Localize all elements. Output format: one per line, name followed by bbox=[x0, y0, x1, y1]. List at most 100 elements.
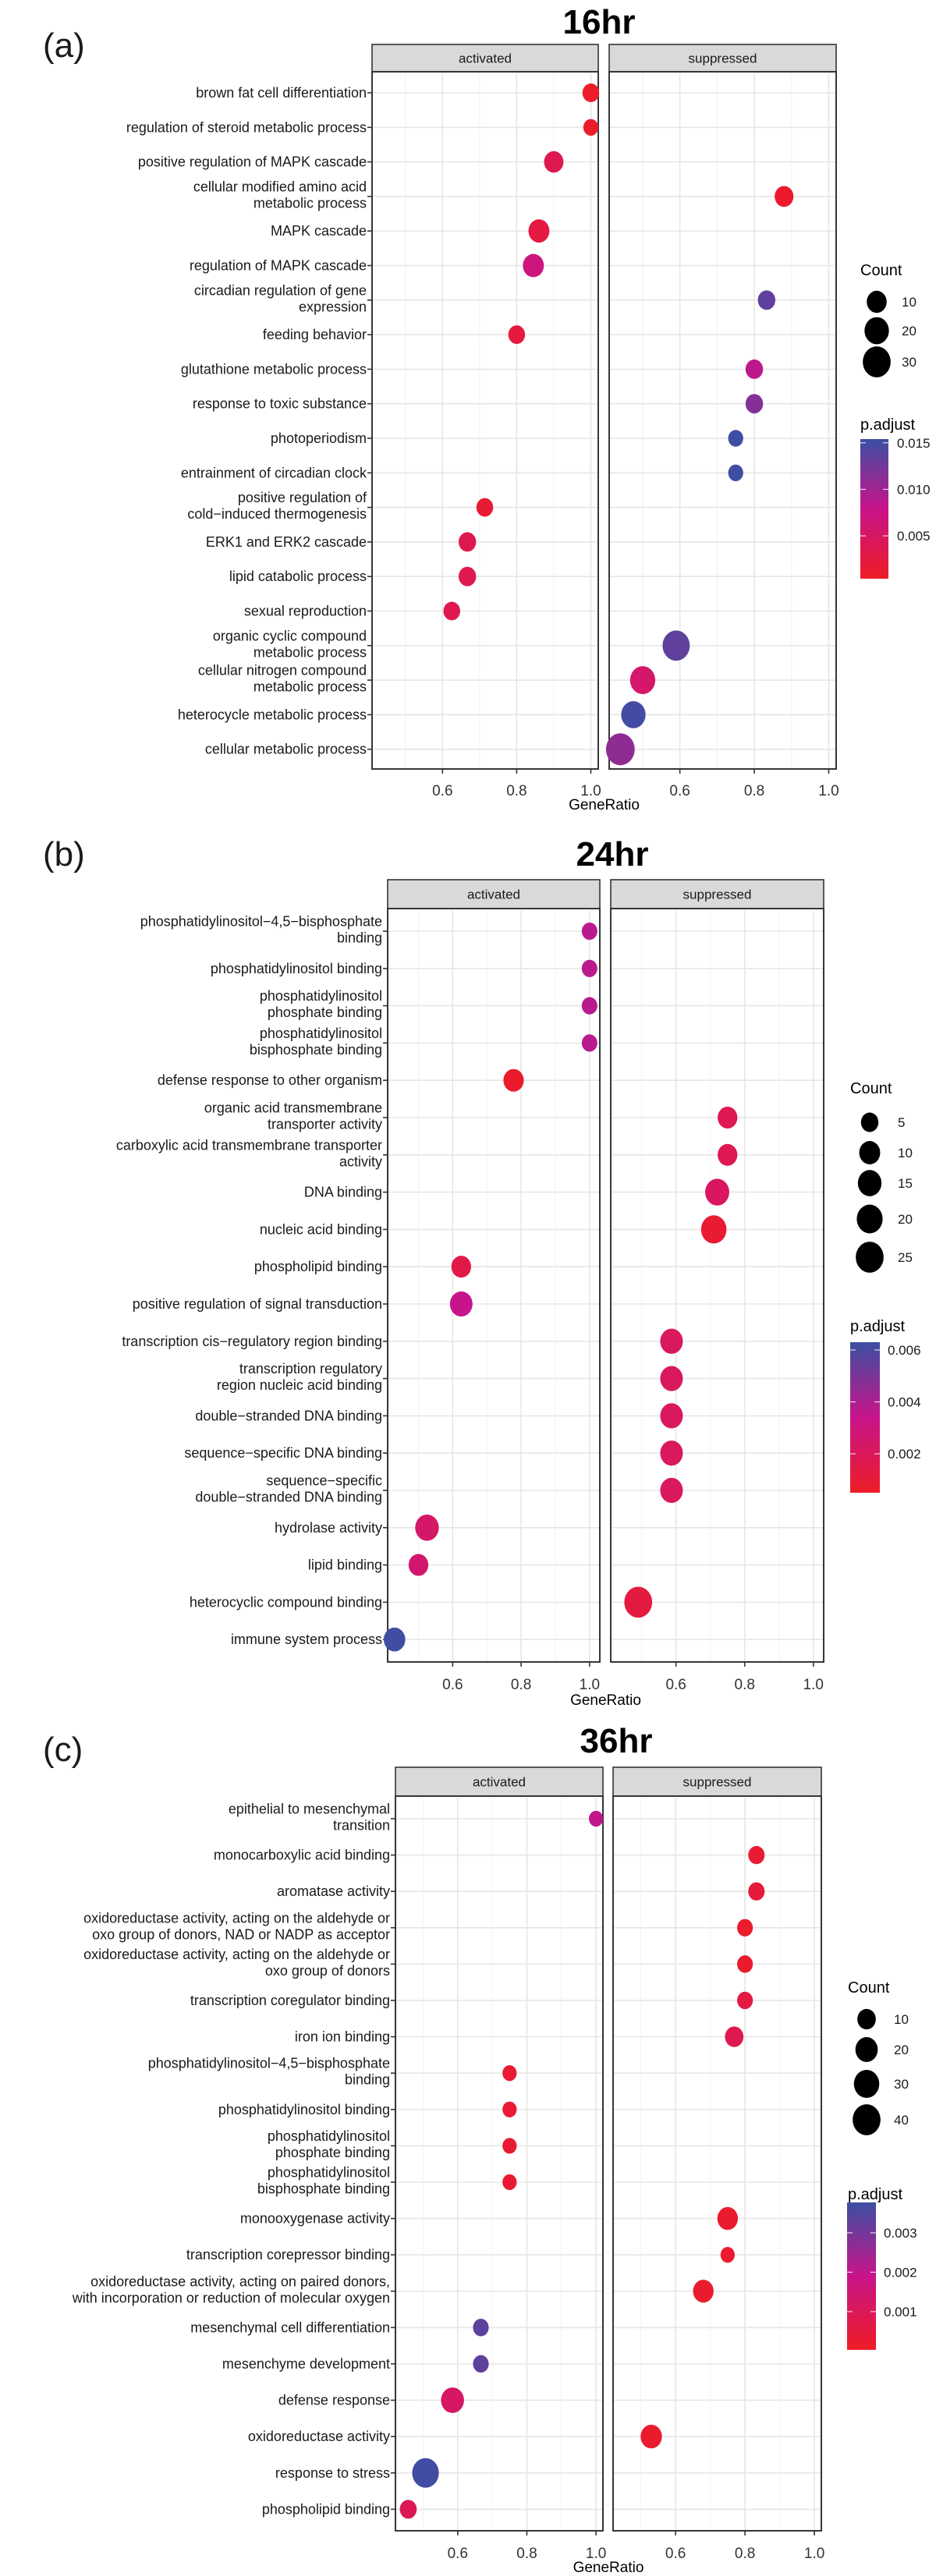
data-point bbox=[412, 2457, 439, 2488]
y-tick-label-line: transcription cis−regulatory region bind… bbox=[122, 1334, 382, 1349]
y-tick-label: positive regulation of cold−induced therm… bbox=[187, 490, 367, 522]
size-legend-label: 5 bbox=[898, 1115, 905, 1130]
panel-title: 16hr bbox=[563, 3, 636, 41]
facet-panel-border bbox=[610, 908, 824, 1663]
data-point bbox=[508, 325, 526, 345]
y-tick-label: feeding behavior bbox=[263, 327, 367, 342]
color-legend-title: p.adjust bbox=[850, 1318, 905, 1335]
color-legend-label: 0.010 bbox=[897, 482, 931, 497]
y-tick-label: double−stranded DNA binding bbox=[195, 1408, 382, 1423]
y-tick-label-line: phosphatidylinositol bbox=[268, 2128, 390, 2144]
y-tick-label-line: sequence−specific bbox=[266, 1473, 382, 1489]
data-point bbox=[660, 1477, 683, 1504]
data-point bbox=[693, 2280, 714, 2303]
y-tick-label-line: brown fat cell differentiation bbox=[196, 85, 367, 101]
y-tick-label-line: phospholipid binding bbox=[254, 1259, 382, 1274]
y-tick-label-line: sequence−specific DNA binding bbox=[184, 1445, 382, 1461]
y-tick-label-line: binding bbox=[337, 930, 382, 946]
panel-24hr: (b) 24hr activated 0.6 0.8 1.0 suppressed 0.6 0.… bbox=[43, 835, 921, 1709]
y-tick-label: transcription regulatory region nucleic a… bbox=[217, 1361, 382, 1393]
data-point bbox=[660, 1328, 683, 1354]
y-tick-label-line: sexual reproduction bbox=[244, 604, 367, 619]
y-tick-label-line: mesenchymal cell differentiation bbox=[190, 2319, 390, 2335]
y-tick-label-line: with incorporation or reduction of molec… bbox=[72, 2290, 390, 2305]
color-legend-title: p.adjust bbox=[860, 416, 915, 434]
x-tick-label: 0.8 bbox=[735, 1677, 755, 1693]
data-point bbox=[502, 2065, 517, 2082]
data-point bbox=[660, 1440, 683, 1466]
data-point bbox=[476, 498, 494, 517]
y-tick-label-line: expression bbox=[299, 299, 367, 314]
facet-panel-activated bbox=[395, 1795, 604, 2532]
y-tick-label: transcription cis−regulatory region bind… bbox=[122, 1334, 382, 1349]
color-legend-bar bbox=[847, 2202, 876, 2350]
y-tick-label: monooxygenase activity bbox=[240, 2211, 390, 2227]
x-tick-label: 0.8 bbox=[516, 2546, 537, 2562]
y-tick-label-line: response to toxic substance bbox=[193, 396, 367, 412]
y-tick-label-line: carboxylic acid transmembrane transporte… bbox=[116, 1137, 382, 1153]
y-tick-label: heterocyclic compound binding bbox=[190, 1594, 382, 1610]
y-tick-label: phosphatidylinositol phosphate binding bbox=[268, 2128, 390, 2160]
facet-panel-border bbox=[612, 1795, 822, 2532]
y-tick-label-line: cellular metabolic process bbox=[205, 742, 367, 757]
size-legend-label: 25 bbox=[898, 1250, 913, 1265]
x-tick-label: 0.8 bbox=[735, 2546, 755, 2562]
data-point bbox=[700, 1215, 727, 1244]
y-tick-label-line: heterocyclic compound binding bbox=[190, 1594, 382, 1610]
y-tick-label-line: hydrolase activity bbox=[275, 1520, 382, 1536]
x-tick-label: 0.6 bbox=[665, 2546, 686, 2562]
size-legend-label: 30 bbox=[894, 2077, 909, 2092]
facet-strip-label: activated bbox=[467, 888, 520, 902]
data-point bbox=[621, 701, 646, 728]
data-point bbox=[725, 2026, 744, 2047]
data-point bbox=[737, 1919, 753, 1937]
y-tick-label-line: oxidoreductase activity bbox=[248, 2429, 390, 2444]
y-tick-label-line: phosphatidylinositol−4,5−bisphosphate bbox=[148, 2056, 390, 2071]
data-point bbox=[582, 83, 600, 102]
y-tick-label: mesenchymal cell differentiation bbox=[190, 2319, 390, 2335]
color-legend-label: 0.004 bbox=[888, 1395, 921, 1410]
size-legend-key bbox=[857, 2008, 876, 2030]
y-tick-label: oxidoreductase activity, acting on the a… bbox=[83, 1910, 390, 1942]
size-legend-label: 15 bbox=[898, 1176, 913, 1191]
panel-title: 24hr bbox=[576, 835, 649, 873]
facet-panel-activated bbox=[371, 71, 599, 770]
y-tick-label-line: phosphatidylinositol binding bbox=[218, 2102, 390, 2117]
x-tick-label: 0.6 bbox=[432, 783, 452, 799]
y-tick-label-line: positive regulation of signal transducti… bbox=[133, 1296, 382, 1312]
color-legend-label: 0.003 bbox=[884, 2226, 917, 2241]
y-tick-label-line: phosphatidylinositol bbox=[268, 2165, 390, 2181]
facet-strip-label: activated bbox=[473, 1775, 526, 1790]
y-tick-label: entrainment of circadian clock bbox=[181, 465, 367, 480]
data-point bbox=[458, 532, 477, 552]
y-tick-label-line: binding bbox=[345, 2072, 390, 2088]
y-tick-label: phosphatidylinositol bisphosphate binding bbox=[250, 1026, 382, 1058]
facet-strip-label: activated bbox=[459, 51, 512, 66]
facet-strip-suppressed bbox=[610, 879, 824, 909]
y-tick-label: oxidoreductase activity, acting on the a… bbox=[83, 1947, 390, 1979]
facet-strip-label: suppressed bbox=[689, 51, 757, 66]
size-legend-key bbox=[863, 346, 891, 377]
data-point bbox=[503, 1068, 524, 1092]
y-tick-label: phosphatidylinositol binding bbox=[218, 2102, 390, 2117]
y-tick-label: oxidoreductase activity bbox=[248, 2429, 390, 2444]
data-point bbox=[449, 1291, 473, 1317]
y-tick-label: defense response bbox=[278, 2393, 390, 2408]
size-legend-key bbox=[860, 1112, 879, 1132]
x-tick-label: 0.8 bbox=[511, 1677, 531, 1693]
y-tick-label: aromatase activity bbox=[277, 1883, 390, 1899]
y-tick-label: sequence−specific double−stranded DNA bin… bbox=[195, 1473, 382, 1505]
x-tick-label: 0.8 bbox=[506, 783, 526, 799]
data-point bbox=[748, 1882, 765, 1901]
x-tick-label: 1.0 bbox=[580, 783, 601, 799]
y-tick-label: defense response to other organism bbox=[158, 1072, 382, 1088]
y-tick-label-line: transition bbox=[333, 1818, 390, 1834]
y-tick-label: heterocycle metabolic process bbox=[178, 707, 367, 722]
color-legend-label: 0.002 bbox=[884, 2265, 917, 2280]
data-point bbox=[662, 630, 690, 661]
y-tick-label: response to toxic substance bbox=[193, 396, 367, 412]
facet-strip-activated bbox=[395, 1766, 604, 1797]
size-legend-label: 10 bbox=[902, 295, 916, 310]
data-point bbox=[737, 1991, 753, 2010]
